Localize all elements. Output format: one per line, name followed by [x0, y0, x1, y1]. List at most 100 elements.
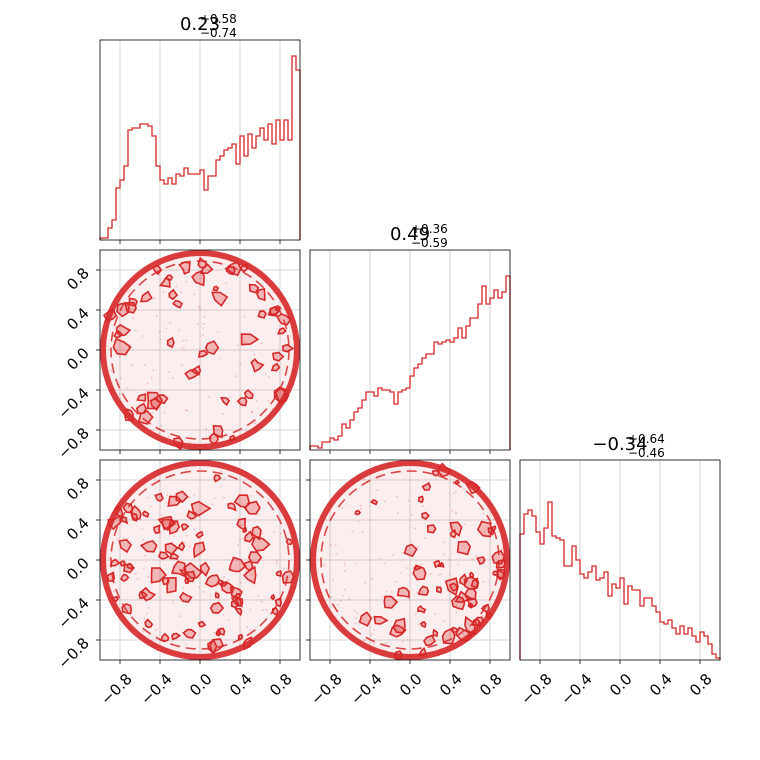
sample-point: [257, 595, 260, 597]
contour-patch: [456, 540, 472, 556]
contour-patch: [437, 561, 445, 569]
sample-point: [143, 364, 146, 366]
contour-patch: [107, 514, 122, 531]
sample-point: [289, 532, 291, 535]
sample-point: [170, 501, 172, 504]
contour-patch: [354, 509, 362, 516]
sample-point: [288, 388, 291, 391]
contour-patch: [171, 632, 182, 641]
sample-point: [398, 461, 401, 464]
sample-point: [215, 590, 217, 593]
sample-point: [193, 528, 196, 531]
sample-point: [482, 512, 485, 515]
sample-point: [397, 512, 399, 514]
sample-point: [236, 344, 239, 347]
sample-point: [273, 291, 275, 294]
sample-point: [371, 577, 374, 580]
contour-patch: [213, 474, 222, 483]
sample-point: [420, 563, 422, 566]
sample-point: [494, 514, 497, 517]
contour-patch: [454, 626, 473, 642]
sample-point: [182, 339, 185, 342]
x-tick-label: 0.0: [186, 670, 216, 700]
contour-patch: [190, 500, 212, 517]
sample-point: [128, 343, 131, 346]
sample-point: [116, 538, 119, 541]
y-tick-label: −0.4: [54, 594, 92, 632]
sample-point: [244, 540, 247, 543]
sample-point: [156, 649, 159, 651]
sample-point: [126, 386, 129, 389]
contour-patch: [167, 495, 183, 507]
sample-point: [354, 622, 357, 625]
sample-point: [455, 512, 457, 515]
sample-point: [260, 601, 263, 603]
contour-patch: [182, 628, 197, 639]
contour-patch: [115, 323, 132, 337]
sample-point: [227, 396, 230, 399]
sample-point: [157, 432, 160, 435]
sample-point: [436, 636, 438, 639]
contour-patch: [191, 269, 206, 287]
sample-point: [127, 537, 129, 540]
sample-point: [146, 496, 149, 499]
contour-patch: [234, 607, 243, 617]
contour-patch: [244, 530, 255, 543]
sample-point: [223, 576, 225, 578]
sample-point: [501, 548, 503, 551]
sample-point: [209, 594, 212, 597]
sample-point: [275, 407, 278, 410]
sample-point: [443, 553, 446, 556]
contour-panel-1-3: −0.8 −0.4 0.0 0.4 0.8 −0.8−0.40.00.40.8: [54, 459, 301, 709]
contour-patch: [458, 573, 469, 586]
hist-panel-param3: −0.34 +0.64 −0.46: [519, 432, 721, 664]
sample-point: [160, 424, 163, 427]
contour-patch: [417, 585, 430, 596]
sample-point: [237, 543, 239, 546]
sample-point: [351, 530, 354, 533]
contour-patch: [197, 620, 207, 628]
sample-point: [487, 518, 490, 521]
sample-point: [243, 315, 246, 318]
sample-point: [245, 634, 248, 637]
sample-point: [271, 596, 274, 599]
sample-point: [443, 541, 446, 544]
sample-point: [166, 494, 168, 497]
sample-point: [356, 612, 359, 615]
sample-point: [430, 573, 432, 575]
sample-point: [417, 623, 420, 626]
sample-point: [119, 377, 122, 380]
y-tick-label: −0.8: [54, 424, 92, 462]
param1-title: 0.23: [180, 14, 220, 35]
param3-plus: +0.64: [628, 432, 665, 446]
sample-point: [381, 595, 384, 598]
contour-patch: [186, 509, 198, 520]
contour-patch: [492, 570, 499, 576]
sample-point: [202, 327, 204, 329]
sample-point: [355, 562, 358, 565]
sample-point: [400, 571, 403, 574]
x-tick-label: 0.8: [476, 670, 506, 700]
contour-panel-2-3: −0.8 −0.4 0.0 0.4 0.8: [306, 459, 511, 709]
sample-point: [220, 263, 223, 266]
x-ticks: [539, 660, 701, 664]
sample-point: [315, 526, 318, 529]
contour-patch: [244, 389, 254, 400]
sample-point: [384, 650, 387, 652]
sample-point: [248, 495, 251, 497]
sample-point: [173, 535, 175, 538]
param2-median: 0.49: [390, 224, 430, 245]
sample-point: [170, 293, 172, 296]
contour-patch: [242, 565, 257, 585]
contour-patch: [119, 560, 126, 568]
contour-patch: [208, 432, 219, 445]
contour-patch: [152, 264, 163, 276]
sample-point: [186, 409, 189, 412]
sample-point: [330, 544, 333, 546]
sample-point: [213, 631, 215, 634]
contour-patch: [418, 495, 424, 504]
contour-patch: [214, 591, 220, 599]
sample-point: [240, 608, 242, 610]
sample-point: [283, 567, 286, 570]
sample-point: [188, 545, 191, 548]
